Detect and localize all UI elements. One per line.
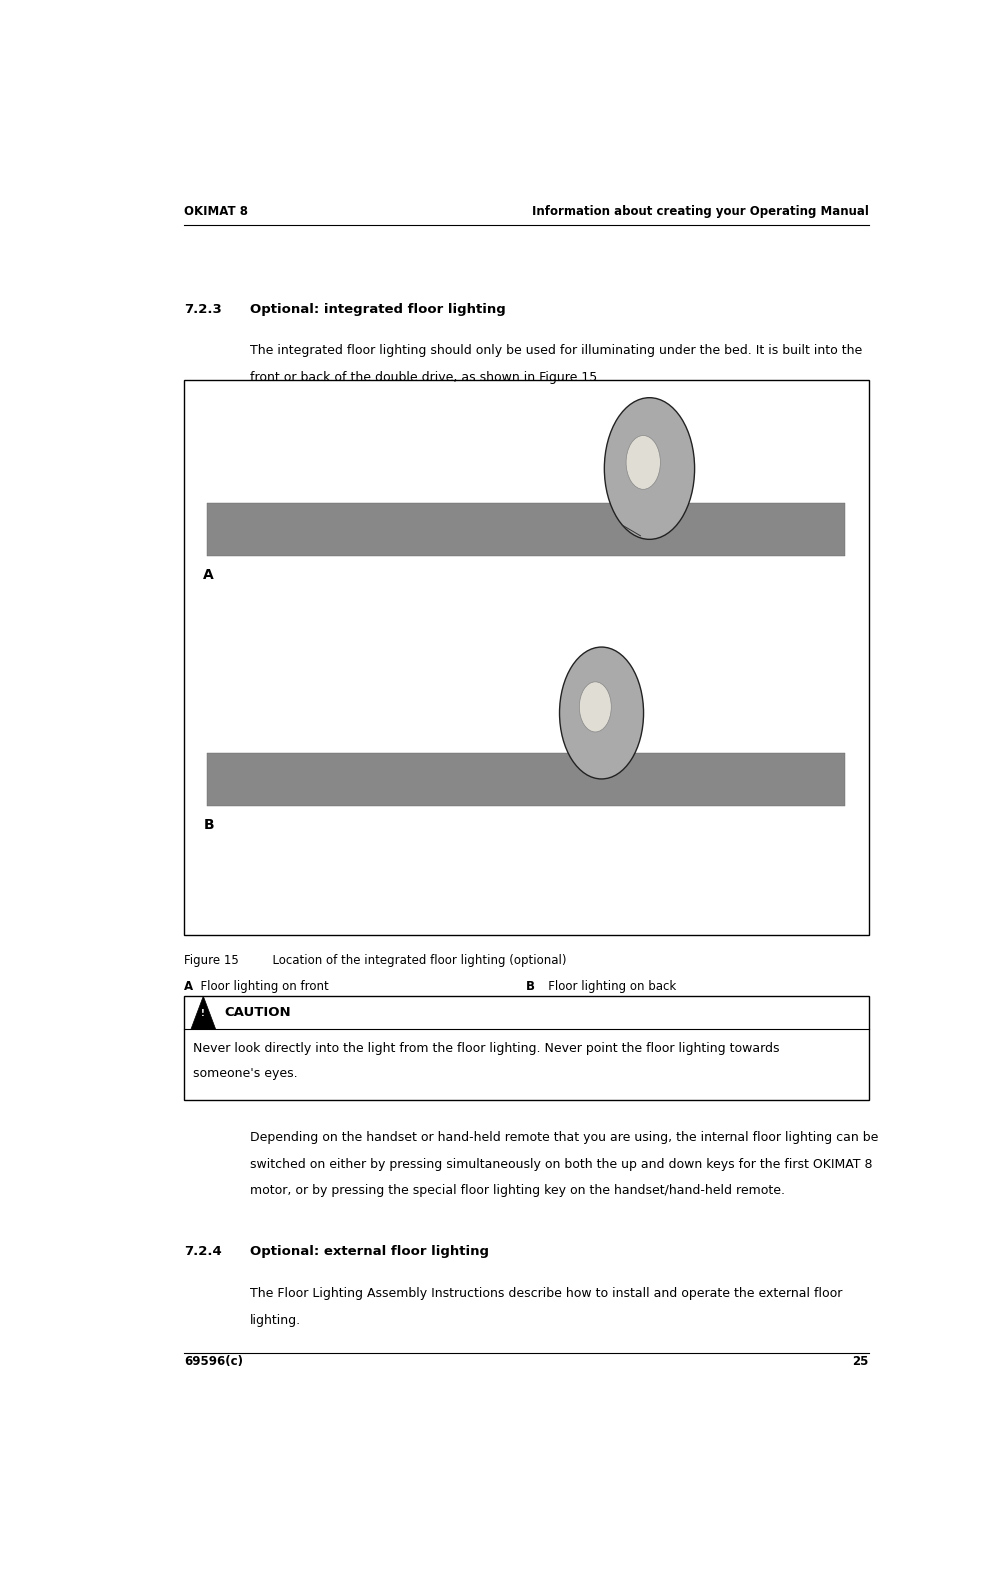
Text: 7.2.4: 7.2.4 xyxy=(184,1245,222,1258)
Text: OKIMAT 8: OKIMAT 8 xyxy=(184,206,248,219)
Text: Never look directly into the light from the floor lighting. Never point the floo: Never look directly into the light from … xyxy=(193,1042,779,1055)
Circle shape xyxy=(626,436,660,490)
Text: motor, or by pressing the special floor lighting key on the handset/hand-held re: motor, or by pressing the special floor … xyxy=(250,1185,784,1197)
Text: B: B xyxy=(204,818,214,833)
Bar xyxy=(184,996,868,1101)
Text: Floor lighting on back: Floor lighting on back xyxy=(537,980,676,993)
Text: The Floor Lighting Assembly Instructions describe how to install and operate the: The Floor Lighting Assembly Instructions… xyxy=(250,1286,842,1301)
Text: lighting.: lighting. xyxy=(250,1313,301,1327)
Bar xyxy=(184,379,868,936)
Bar xyxy=(207,753,845,806)
Polygon shape xyxy=(191,996,216,1029)
Text: 7.2.3: 7.2.3 xyxy=(184,303,222,316)
Text: Information about creating your Operating Manual: Information about creating your Operatin… xyxy=(532,206,868,219)
Text: A: A xyxy=(204,568,214,582)
Text: 69596(c): 69596(c) xyxy=(184,1356,243,1369)
Bar xyxy=(207,503,845,557)
Text: !: ! xyxy=(202,1009,205,1018)
Circle shape xyxy=(559,647,643,779)
Text: Figure 15         Location of the integrated floor lighting (optional): Figure 15 Location of the integrated flo… xyxy=(184,953,566,966)
Text: CAUTION: CAUTION xyxy=(224,1006,291,1020)
Text: someone's eyes.: someone's eyes. xyxy=(193,1067,298,1080)
Text: Depending on the handset or hand-held remote that you are using, the internal fl: Depending on the handset or hand-held re… xyxy=(250,1131,878,1144)
Circle shape xyxy=(604,398,694,539)
Text: front or back of the double drive, as shown in Figure 15.: front or back of the double drive, as sh… xyxy=(250,371,601,384)
Text: Optional: external floor lighting: Optional: external floor lighting xyxy=(250,1245,488,1258)
Text: The integrated floor lighting should only be used for illuminating under the bed: The integrated floor lighting should onl… xyxy=(250,344,862,357)
Text: Floor lighting on front: Floor lighting on front xyxy=(193,980,329,993)
Text: B: B xyxy=(526,980,535,993)
Text: A: A xyxy=(184,980,193,993)
Text: 25: 25 xyxy=(852,1356,868,1369)
Text: switched on either by pressing simultaneously on both the up and down keys for t: switched on either by pressing simultane… xyxy=(250,1158,872,1170)
Circle shape xyxy=(579,682,611,733)
Text: Optional: integrated floor lighting: Optional: integrated floor lighting xyxy=(250,303,506,316)
